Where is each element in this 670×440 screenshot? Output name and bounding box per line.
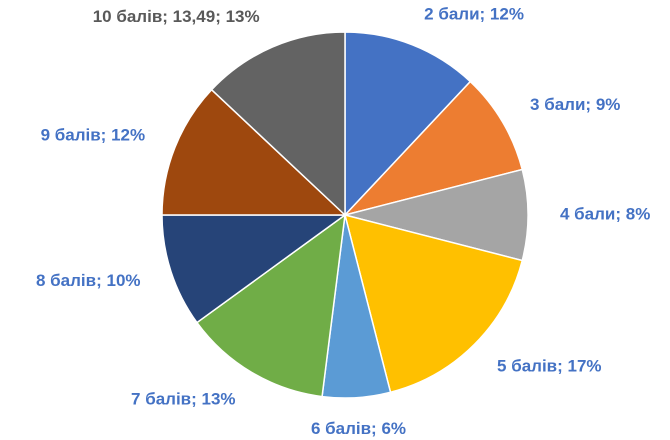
pie-slice <box>344 31 472 217</box>
data-label: 2 бали; 12% <box>424 5 524 24</box>
pie-slice <box>343 213 524 394</box>
pie-slice <box>344 168 529 262</box>
pie-slice <box>161 88 347 216</box>
pie-slice <box>342 80 524 217</box>
pie-slice <box>195 213 346 398</box>
data-label: 8 балів; 10% <box>36 271 141 290</box>
data-label: 7 балів; 13% <box>131 390 236 409</box>
data-label: 6 балів; 6% <box>311 419 406 438</box>
data-label: 4 бали; 8% <box>560 204 650 223</box>
pie-slice <box>161 214 348 324</box>
data-label: 5 балів; 17% <box>497 357 602 376</box>
data-label: 10 балів; 13,49; 13% <box>93 7 260 26</box>
pie-slice <box>210 31 346 217</box>
data-label: 3 бали; 9% <box>530 95 620 114</box>
data-label: 9 балів; 12% <box>41 125 146 144</box>
